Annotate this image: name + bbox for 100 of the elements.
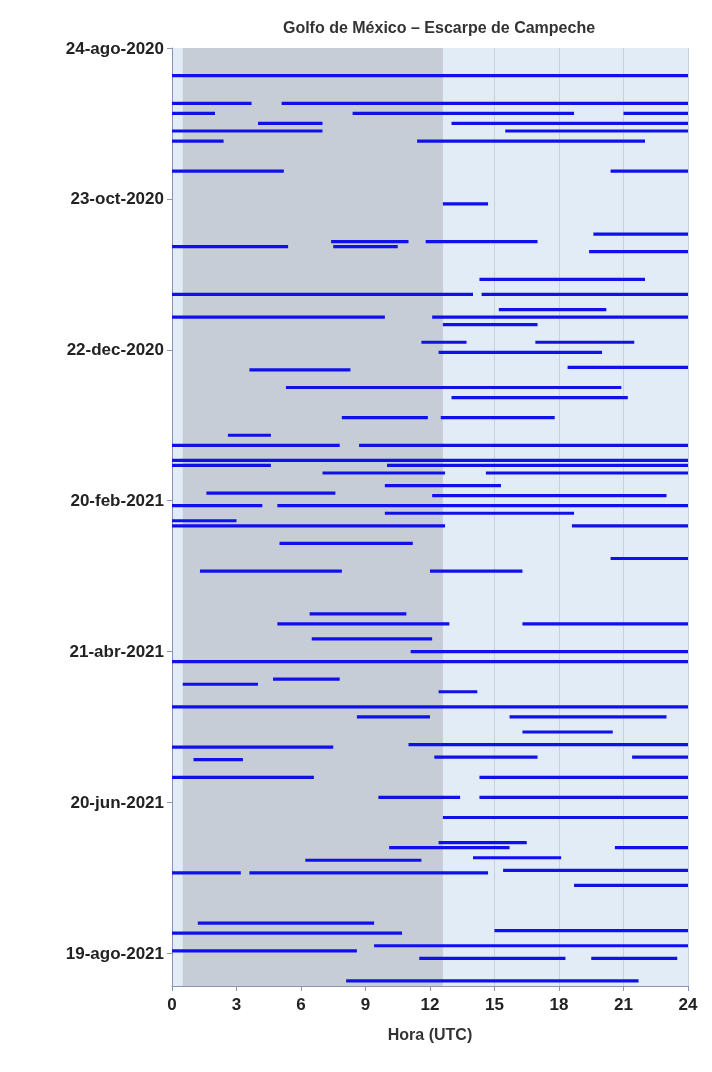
bar	[172, 245, 289, 249]
bar	[479, 277, 645, 281]
bar	[172, 315, 385, 319]
y-tick-label: 20-jun-2021	[70, 792, 164, 812]
bar	[309, 612, 407, 616]
bar	[473, 856, 562, 860]
bar	[591, 956, 678, 960]
bar	[352, 111, 575, 115]
bar	[389, 846, 510, 850]
bar	[273, 677, 340, 681]
x-tick-label: 12	[420, 995, 440, 1014]
bar	[172, 524, 446, 528]
bar	[172, 775, 314, 779]
y-tick-label: 21-abr-2021	[69, 642, 164, 662]
bar	[494, 929, 688, 933]
bar	[356, 715, 430, 719]
bar	[374, 944, 688, 948]
bar	[438, 690, 478, 694]
bar	[384, 511, 575, 515]
bar	[281, 101, 688, 105]
bar	[479, 775, 688, 779]
bar	[593, 232, 688, 236]
bar	[614, 846, 688, 850]
bar	[419, 956, 566, 960]
bar	[571, 524, 688, 528]
bar	[227, 433, 271, 437]
bar	[279, 541, 413, 545]
bar	[479, 795, 688, 799]
bar	[505, 129, 688, 133]
bar	[442, 202, 489, 206]
y-tick-label: 24-ago-2020	[65, 38, 164, 58]
y-tick-label: 22-dec-2020	[66, 340, 164, 360]
bar	[567, 365, 688, 369]
bar	[172, 931, 403, 935]
bar	[451, 395, 628, 400]
bar	[451, 121, 688, 126]
bar	[341, 416, 428, 420]
bar	[172, 504, 263, 508]
chart-title: Golfo de México – Escarpe de Campeche	[282, 18, 596, 36]
bar	[193, 758, 243, 762]
bar	[172, 74, 688, 78]
bar	[432, 494, 667, 498]
bar	[632, 755, 688, 759]
bar	[206, 491, 336, 495]
bar	[425, 240, 538, 244]
bar	[172, 463, 271, 468]
bar	[172, 519, 237, 523]
bar	[249, 368, 351, 372]
bar	[440, 416, 555, 420]
bar	[285, 385, 622, 390]
bar	[258, 121, 323, 126]
bar	[277, 622, 450, 626]
bar	[410, 649, 688, 654]
bar	[589, 250, 688, 254]
bar	[172, 871, 241, 875]
bar	[346, 979, 639, 983]
bar	[172, 745, 334, 749]
bar	[430, 569, 523, 573]
bar	[197, 921, 375, 925]
bar	[322, 471, 446, 475]
bar	[172, 443, 340, 447]
bar	[481, 292, 688, 297]
bar	[172, 101, 252, 105]
bar	[199, 569, 342, 573]
bar	[438, 841, 527, 845]
x-tick-label: 3	[231, 995, 242, 1014]
bar	[172, 129, 323, 133]
bar	[623, 111, 688, 115]
bar	[417, 139, 645, 143]
bar	[331, 240, 409, 244]
x-tick-label: 9	[360, 995, 371, 1014]
bar	[311, 637, 433, 641]
bar	[522, 730, 613, 734]
x-tick-label: 21	[614, 995, 633, 1014]
bar	[610, 556, 688, 561]
bar	[378, 795, 461, 799]
bar	[359, 443, 688, 447]
bar	[421, 340, 467, 344]
bar	[305, 858, 422, 862]
bar	[442, 815, 688, 820]
bar	[408, 742, 688, 747]
bar	[249, 871, 489, 875]
bar	[172, 705, 688, 709]
bar	[610, 169, 688, 173]
bar	[277, 504, 688, 508]
bar	[498, 307, 607, 312]
x-tick-label: 15	[485, 995, 504, 1014]
bar	[503, 868, 688, 872]
y-tick-label: 20-feb-2021	[70, 491, 164, 511]
x-tick-label: 6	[296, 995, 306, 1014]
bar	[574, 883, 688, 888]
x-tick-label: 24	[678, 995, 698, 1014]
bar	[438, 350, 602, 354]
bar	[442, 323, 538, 327]
bar	[333, 245, 398, 249]
x-tick-label: 18	[549, 995, 569, 1014]
bar	[172, 169, 284, 173]
bar	[172, 660, 688, 664]
bar	[432, 315, 688, 319]
bar	[172, 111, 215, 115]
